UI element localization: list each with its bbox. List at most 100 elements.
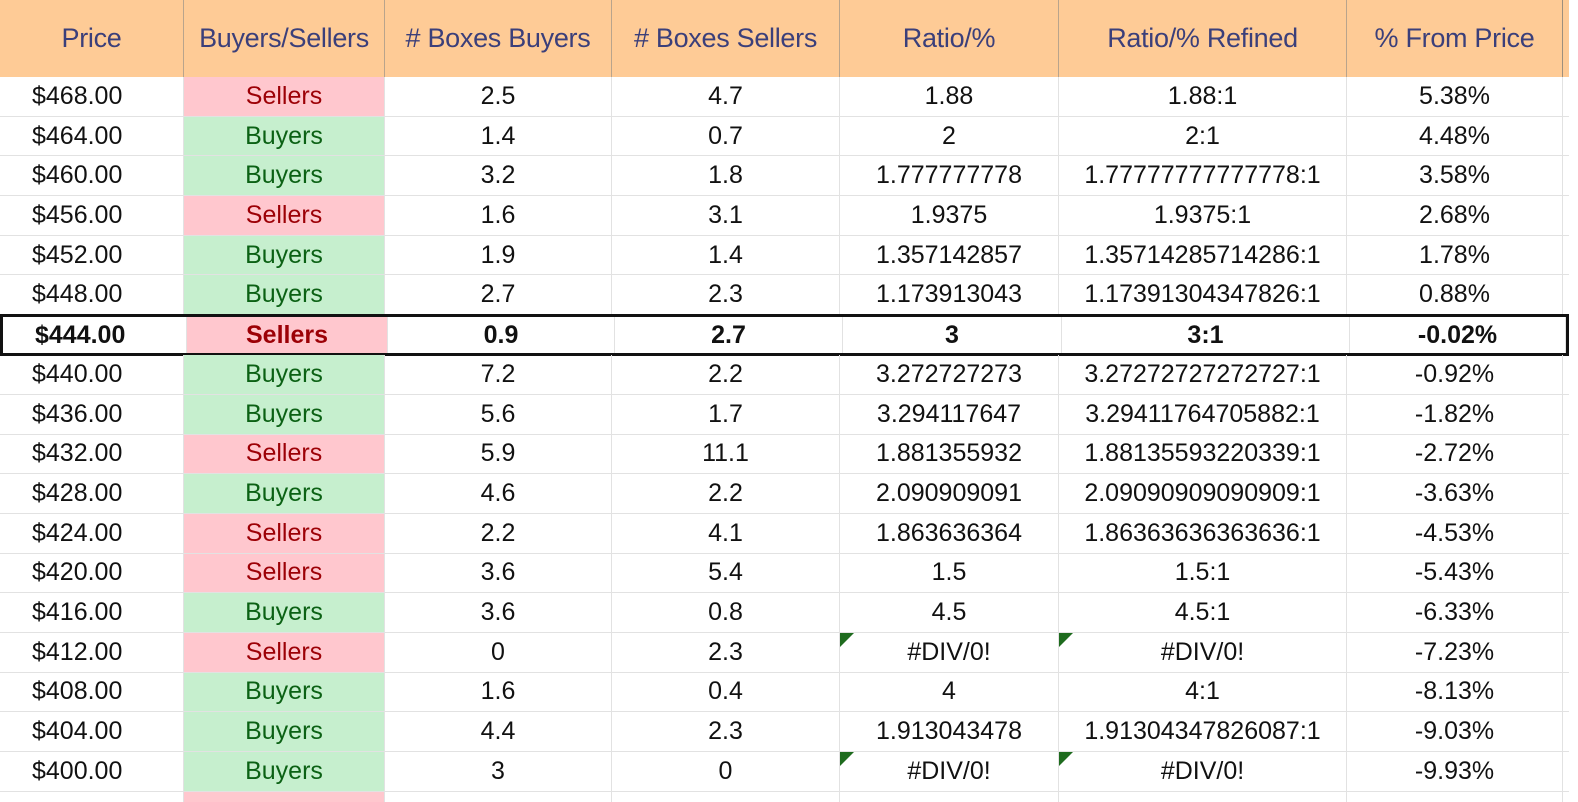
price-cell[interactable]: $400.00 — [0, 752, 184, 791]
pct-from-price-cell[interactable]: 1.78% — [1347, 235, 1563, 275]
side-cell[interactable]: Buyers — [184, 355, 385, 394]
price-cell[interactable]: $420.00 — [0, 553, 184, 593]
pct-from-price-cell[interactable]: 2.68% — [1347, 196, 1563, 235]
boxes-sellers-cell[interactable]: 2.3 — [612, 712, 840, 751]
boxes-sellers-cell[interactable]: 0.8 — [612, 593, 840, 632]
price-cell[interactable]: $468.00 — [0, 77, 184, 116]
header-boxes-buyers[interactable]: # Boxes Buyers — [385, 0, 612, 77]
side-cell[interactable]: Buyers — [184, 593, 385, 632]
boxes-sellers-cell[interactable]: 0.7 — [612, 116, 840, 156]
price-cell[interactable]: $452.00 — [0, 235, 184, 275]
ratio-refined-cell[interactable]: 4:1 — [1059, 672, 1347, 712]
boxes-buyers-cell[interactable]: 5.6 — [385, 394, 612, 434]
boxes-buyers-cell[interactable]: 3 — [385, 752, 612, 791]
table-cell[interactable] — [1059, 791, 1347, 802]
ratio-refined-cell[interactable]: 1.17391304347826:1 — [1059, 275, 1347, 315]
price-cell[interactable]: $432.00 — [0, 434, 184, 474]
price-cell[interactable]: $412.00 — [0, 632, 184, 672]
table-cell[interactable] — [385, 791, 612, 802]
pct-from-price-cell[interactable]: -8.13% — [1347, 672, 1563, 712]
side-cell[interactable]: Buyers — [184, 116, 385, 156]
boxes-buyers-cell[interactable]: 1.9 — [385, 235, 612, 275]
pct-from-price-cell[interactable]: -7.23% — [1347, 632, 1563, 672]
price-cell[interactable]: $440.00 — [0, 355, 184, 394]
ratio-cell[interactable]: 2.090909091 — [840, 474, 1059, 513]
ratio-cell[interactable]: 1.88 — [840, 77, 1059, 116]
boxes-buyers-cell[interactable]: 2.5 — [385, 77, 612, 116]
pct-from-price-cell[interactable]: -9.03% — [1347, 712, 1563, 751]
price-cell[interactable]: $456.00 — [0, 196, 184, 235]
table-cell[interactable] — [184, 791, 385, 802]
boxes-buyers-cell[interactable]: 1.6 — [385, 672, 612, 712]
boxes-sellers-cell[interactable]: 2.3 — [612, 275, 840, 315]
ratio-refined-cell[interactable]: 3.29411764705882:1 — [1059, 394, 1347, 434]
boxes-sellers-cell[interactable]: 2.7 — [615, 317, 843, 354]
boxes-buyers-cell[interactable]: 7.2 — [385, 355, 612, 394]
ratio-cell[interactable]: 1.863636364 — [840, 513, 1059, 553]
boxes-sellers-cell[interactable]: 1.8 — [612, 156, 840, 196]
ratio-refined-cell[interactable]: 2:1 — [1059, 116, 1347, 156]
header-price[interactable]: Price — [0, 0, 184, 77]
boxes-sellers-cell[interactable]: 0.4 — [612, 672, 840, 712]
table-cell[interactable] — [1347, 791, 1563, 802]
pct-from-price-cell[interactable]: -9.93% — [1347, 752, 1563, 791]
boxes-sellers-cell[interactable]: 5.4 — [612, 553, 840, 593]
boxes-buyers-cell[interactable]: 1.6 — [385, 196, 612, 235]
pct-from-price-cell[interactable]: -0.92% — [1347, 355, 1563, 394]
side-cell[interactable]: Buyers — [184, 474, 385, 513]
ratio-cell[interactable]: 1.5 — [840, 553, 1059, 593]
table-cell[interactable] — [840, 791, 1059, 802]
boxes-sellers-cell[interactable]: 0 — [612, 752, 840, 791]
price-cell[interactable]: $460.00 — [0, 156, 184, 196]
price-cell[interactable]: $448.00 — [0, 275, 184, 315]
ratio-cell[interactable]: 4 — [840, 672, 1059, 712]
pct-from-price-cell[interactable]: 0.88% — [1347, 275, 1563, 315]
ratio-cell[interactable]: 3.272727273 — [840, 355, 1059, 394]
boxes-buyers-cell[interactable]: 4.4 — [385, 712, 612, 751]
ratio-refined-cell[interactable]: 3:1 — [1062, 317, 1350, 354]
boxes-sellers-cell[interactable]: 2.2 — [612, 474, 840, 513]
ratio-refined-cell[interactable]: 1.5:1 — [1059, 553, 1347, 593]
ratio-refined-cell[interactable]: #DIV/0! — [1059, 752, 1347, 791]
ratio-cell[interactable]: 1.357142857 — [840, 235, 1059, 275]
side-cell[interactable]: Buyers — [184, 156, 385, 196]
ratio-cell[interactable]: #DIV/0! — [840, 752, 1059, 791]
side-cell[interactable]: Sellers — [184, 77, 385, 116]
boxes-buyers-cell[interactable]: 0.9 — [388, 317, 615, 354]
pct-from-price-cell[interactable]: 3.58% — [1347, 156, 1563, 196]
boxes-buyers-cell[interactable]: 5.9 — [385, 434, 612, 474]
boxes-buyers-cell[interactable]: 0 — [385, 632, 612, 672]
ratio-refined-cell[interactable]: 2.09090909090909:1 — [1059, 474, 1347, 513]
header-ratio[interactable]: Ratio/% — [840, 0, 1059, 77]
pct-from-price-cell[interactable]: 5.38% — [1347, 77, 1563, 116]
boxes-buyers-cell[interactable]: 4.6 — [385, 474, 612, 513]
pct-from-price-cell[interactable]: -0.02% — [1350, 317, 1566, 354]
price-cell[interactable]: $416.00 — [0, 593, 184, 632]
side-cell[interactable]: Sellers — [184, 196, 385, 235]
price-cell[interactable]: $464.00 — [0, 116, 184, 156]
pct-from-price-cell[interactable]: -6.33% — [1347, 593, 1563, 632]
header-ratio-refined[interactable]: Ratio/% Refined — [1059, 0, 1347, 77]
table-cell[interactable] — [0, 791, 184, 802]
boxes-sellers-cell[interactable]: 3.1 — [612, 196, 840, 235]
ratio-cell[interactable]: 1.9375 — [840, 196, 1059, 235]
ratio-cell[interactable]: 1.913043478 — [840, 712, 1059, 751]
pct-from-price-cell[interactable]: 4.48% — [1347, 116, 1563, 156]
boxes-sellers-cell[interactable]: 4.1 — [612, 513, 840, 553]
ratio-cell[interactable]: 1.777777778 — [840, 156, 1059, 196]
side-cell[interactable]: Buyers — [184, 235, 385, 275]
pct-from-price-cell[interactable]: -1.82% — [1347, 394, 1563, 434]
pct-from-price-cell[interactable]: -4.53% — [1347, 513, 1563, 553]
side-cell[interactable]: Buyers — [184, 712, 385, 751]
side-cell[interactable]: Sellers — [184, 632, 385, 672]
boxes-buyers-cell[interactable]: 3.2 — [385, 156, 612, 196]
price-cell[interactable]: $404.00 — [0, 712, 184, 751]
side-cell[interactable]: Buyers — [184, 752, 385, 791]
ratio-refined-cell[interactable]: 1.88:1 — [1059, 77, 1347, 116]
price-cell[interactable]: $436.00 — [0, 394, 184, 434]
ratio-cell[interactable]: 2 — [840, 116, 1059, 156]
pct-from-price-cell[interactable]: -2.72% — [1347, 434, 1563, 474]
boxes-sellers-cell[interactable]: 2.2 — [612, 355, 840, 394]
side-cell[interactable]: Sellers — [184, 434, 385, 474]
side-cell[interactable]: Sellers — [184, 513, 385, 553]
